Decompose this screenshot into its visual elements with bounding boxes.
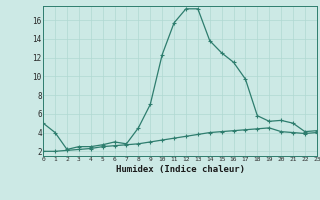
X-axis label: Humidex (Indice chaleur): Humidex (Indice chaleur): [116, 165, 244, 174]
